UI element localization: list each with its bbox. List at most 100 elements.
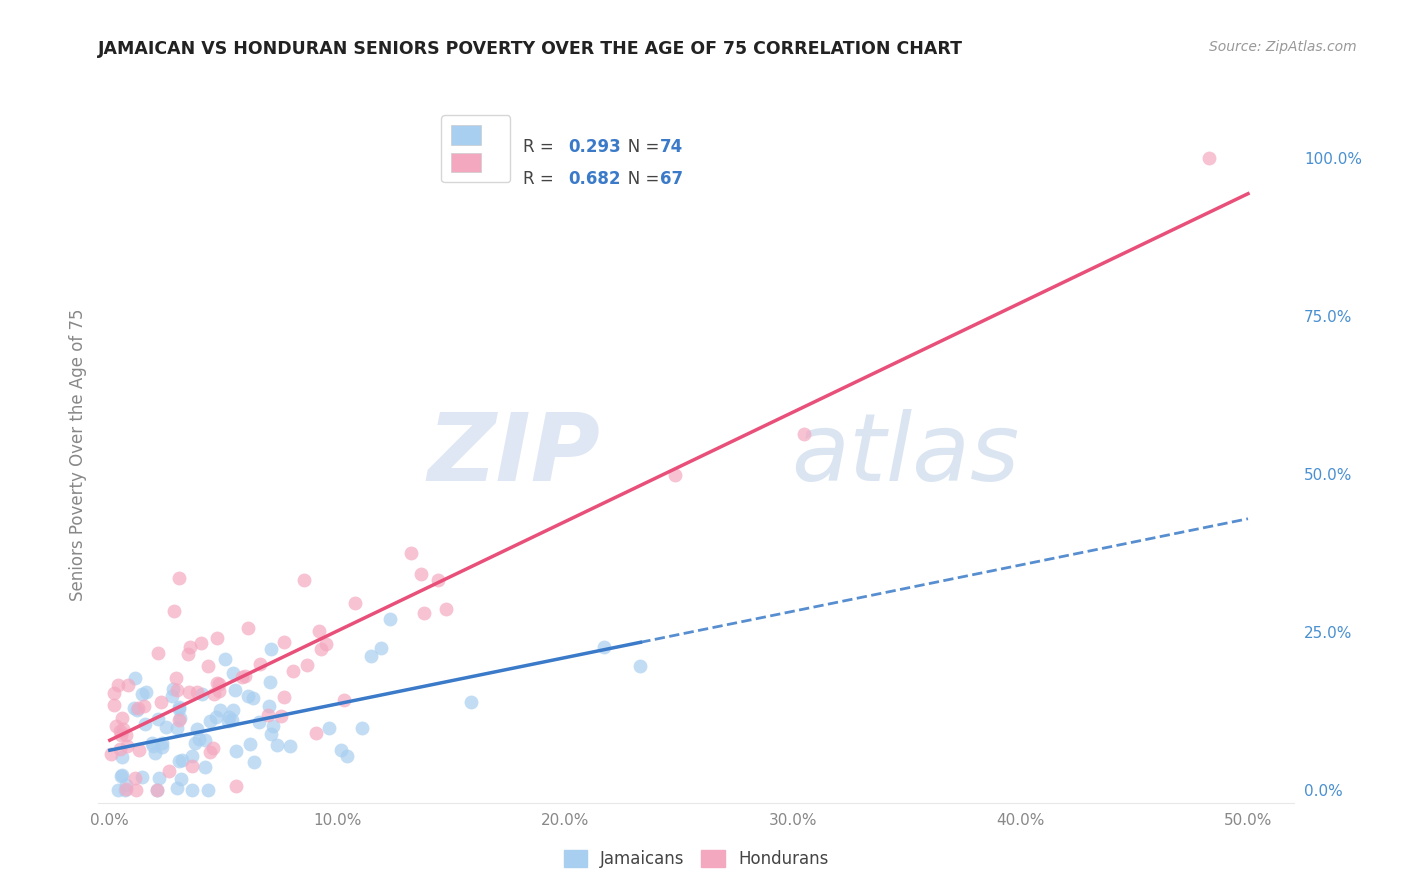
Point	[225, 744, 247, 758]
Point	[115, 781, 138, 796]
Point	[105, 719, 128, 733]
Text: R =: R =	[523, 138, 558, 156]
Point	[103, 698, 125, 712]
Point	[100, 747, 122, 762]
Point	[194, 760, 217, 774]
Point	[162, 681, 184, 696]
Point	[179, 640, 201, 654]
Point	[222, 666, 245, 681]
Point	[190, 687, 212, 701]
Point	[134, 717, 156, 731]
Point	[111, 768, 134, 782]
Point	[181, 758, 204, 772]
Point	[205, 631, 228, 645]
Point	[270, 709, 292, 723]
Point	[221, 713, 243, 727]
Point	[150, 736, 173, 750]
Point	[143, 747, 166, 761]
Point	[411, 566, 433, 581]
Point	[103, 686, 125, 700]
Point	[427, 573, 450, 587]
Point	[166, 721, 188, 735]
Point	[177, 647, 200, 661]
Point	[131, 688, 153, 702]
Point	[628, 659, 651, 673]
Point	[165, 672, 187, 686]
Point	[236, 621, 259, 635]
Point	[231, 670, 253, 684]
Point	[162, 604, 184, 618]
Text: 67: 67	[661, 169, 683, 187]
Text: 0.293: 0.293	[568, 138, 621, 156]
Point	[115, 739, 138, 753]
Point	[146, 712, 169, 726]
Point	[378, 612, 401, 626]
Point	[330, 742, 353, 756]
Point	[434, 602, 457, 616]
Point	[412, 607, 434, 621]
Point	[148, 771, 170, 785]
Point	[283, 664, 305, 678]
Point	[190, 636, 212, 650]
Point	[131, 770, 153, 784]
Point	[112, 723, 135, 737]
Point	[166, 683, 188, 698]
Point	[370, 640, 392, 655]
Point	[142, 739, 165, 753]
Point	[239, 737, 262, 751]
Text: atlas: atlas	[792, 409, 1019, 500]
Point	[146, 783, 169, 797]
Point	[208, 684, 231, 698]
Point	[110, 769, 132, 783]
Point	[295, 658, 318, 673]
Point	[111, 749, 134, 764]
Point	[332, 693, 354, 707]
Point	[217, 714, 239, 728]
Text: 0.682: 0.682	[568, 169, 620, 187]
Point	[169, 702, 191, 716]
Point	[208, 677, 231, 691]
Text: R =: R =	[523, 169, 558, 187]
Point	[114, 783, 136, 797]
Point	[107, 677, 129, 691]
Point	[159, 764, 181, 778]
Point	[257, 707, 280, 722]
Point	[167, 754, 190, 768]
Point	[110, 728, 132, 742]
Point	[221, 703, 243, 717]
Point	[350, 721, 373, 735]
Point	[115, 728, 138, 742]
Point	[309, 642, 332, 657]
Point	[262, 719, 284, 733]
Point	[218, 710, 240, 724]
Point	[593, 640, 616, 654]
Point	[169, 699, 191, 714]
Point	[197, 659, 219, 673]
Text: 74: 74	[661, 138, 683, 156]
Point	[145, 783, 167, 797]
Point	[224, 683, 246, 698]
Point	[292, 573, 315, 587]
Point	[202, 741, 225, 756]
Point	[273, 690, 295, 704]
Point	[128, 743, 150, 757]
Point	[198, 714, 221, 729]
Text: Source: ZipAtlas.com: Source: ZipAtlas.com	[1209, 40, 1357, 54]
Point	[115, 778, 138, 792]
Point	[188, 731, 211, 746]
Point	[117, 678, 139, 692]
Point	[108, 724, 131, 739]
Point	[318, 721, 340, 735]
Point	[124, 672, 146, 686]
Point	[177, 685, 200, 699]
Point	[225, 780, 247, 794]
Text: N =: N =	[613, 169, 665, 187]
Point	[308, 624, 330, 639]
Point	[460, 695, 482, 709]
Point	[793, 427, 815, 442]
Point	[336, 749, 359, 764]
Point	[243, 755, 266, 769]
Point	[148, 646, 170, 660]
Point	[107, 783, 129, 797]
Point	[202, 687, 225, 701]
